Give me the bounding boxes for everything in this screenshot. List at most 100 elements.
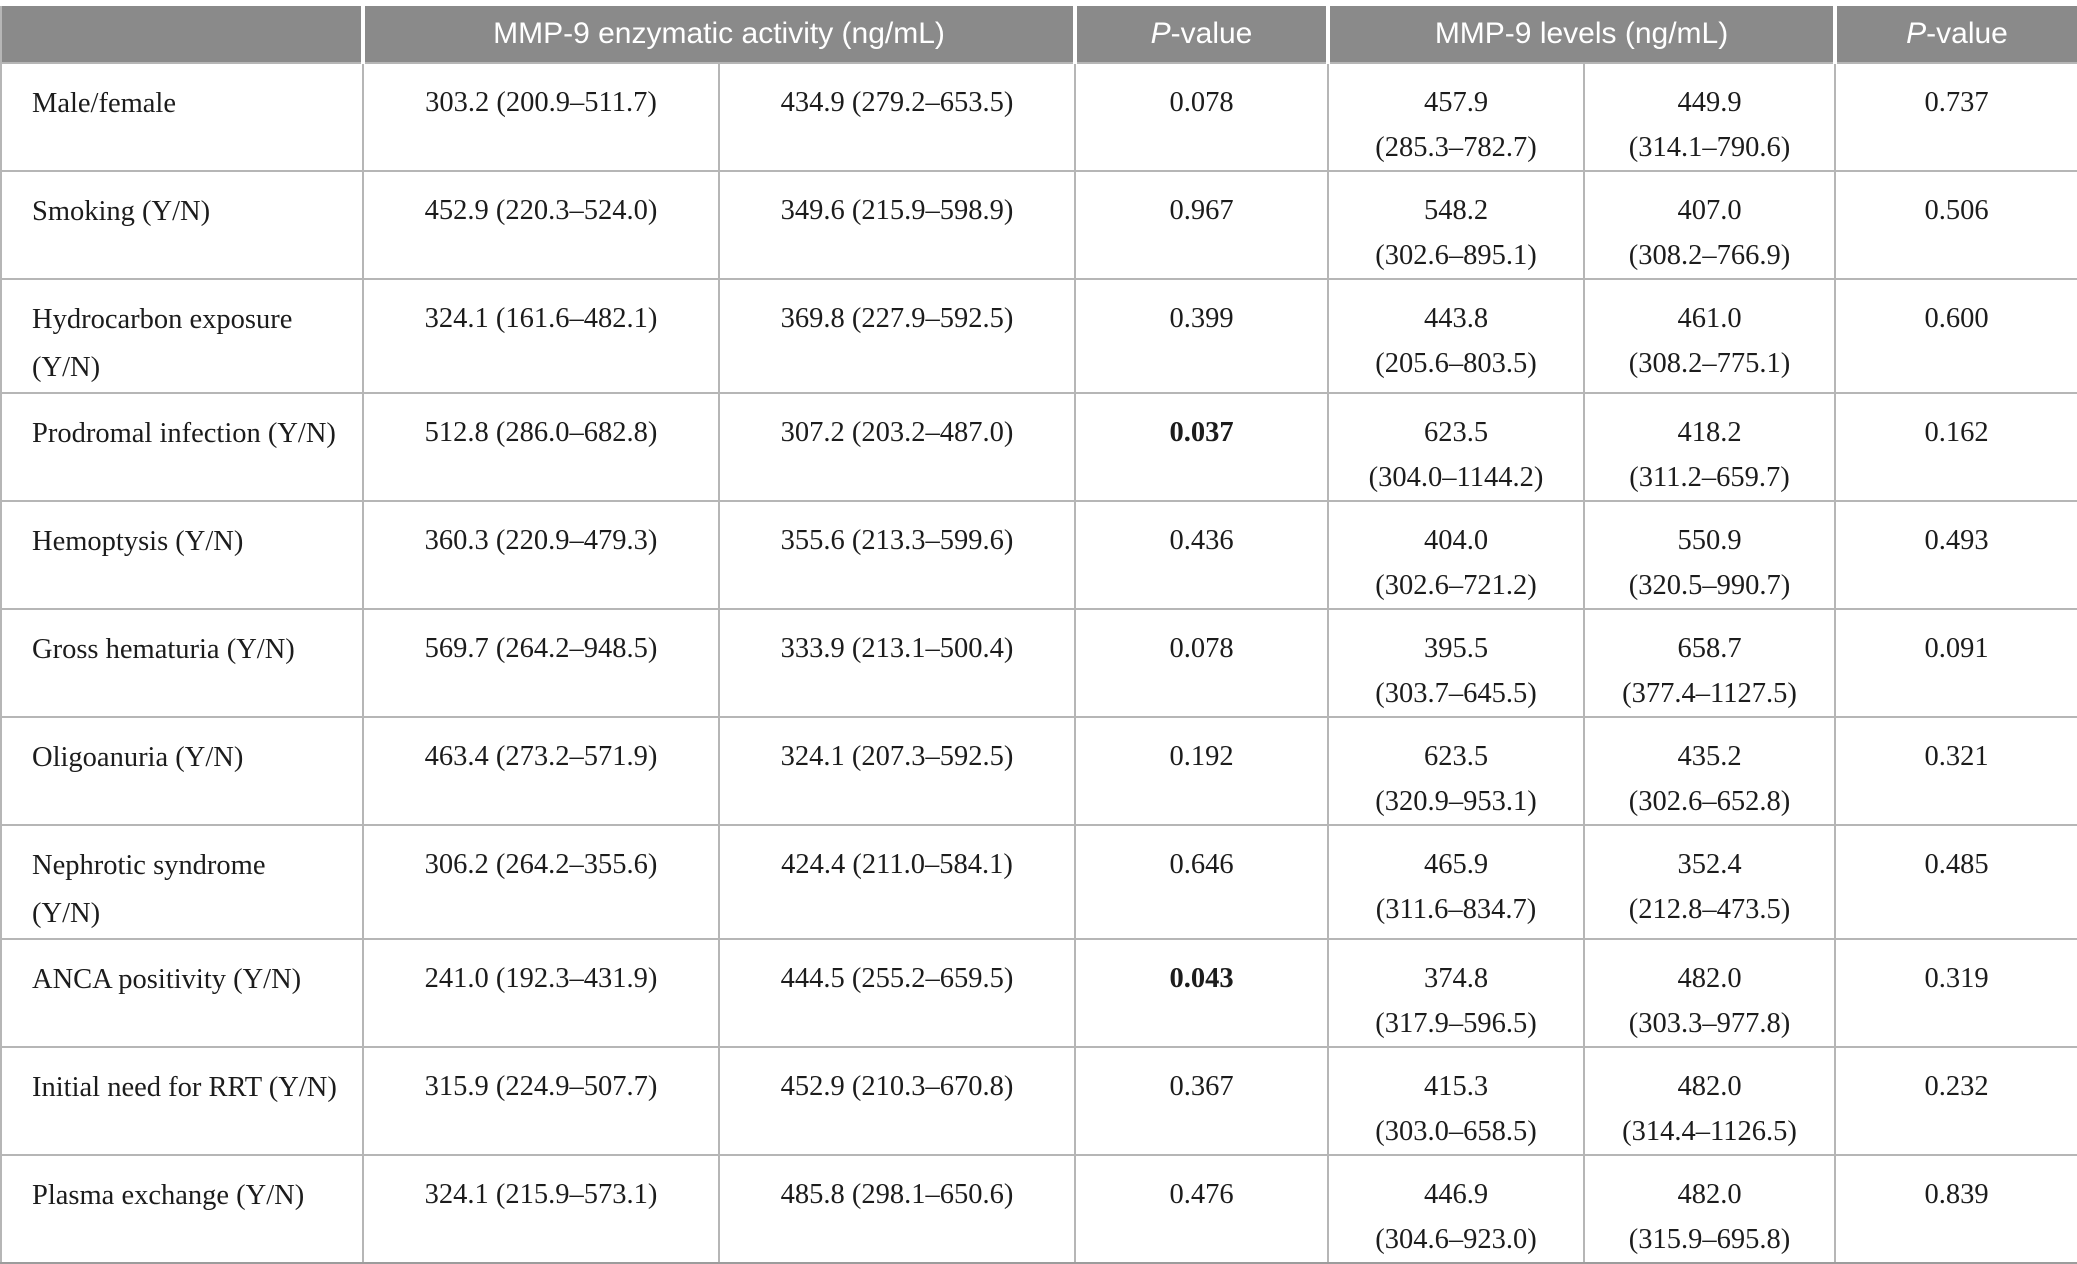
levels-value-a-cell: 404.0 (302.6–721.2) bbox=[1327, 500, 1586, 610]
row-label: Smoking (Y/N) bbox=[0, 170, 364, 280]
activity-value-a-cell: 452.9 (220.3–524.0) bbox=[362, 170, 720, 280]
levels-value-a-cell: 415.3 (303.0–658.5) bbox=[1327, 1046, 1586, 1156]
activity-value-b-cell: 333.9 (213.1–500.4) bbox=[717, 608, 1077, 718]
levels-value-b-cell: 435.2 (302.6–652.8) bbox=[1583, 716, 1837, 826]
p-value-levels-cell: 0.321 bbox=[1834, 716, 2077, 826]
levels-a-range: (304.0–1144.2) bbox=[1368, 462, 1544, 493]
row-label: Male/female bbox=[0, 62, 364, 172]
p-value-levels-cell: 0.232 bbox=[1834, 1046, 2077, 1156]
levels-b-range: (308.2–775.1) bbox=[1628, 348, 1791, 379]
activity-value-b-cell: 307.2 (203.2–487.0) bbox=[717, 392, 1077, 502]
activity-value-a-cell: 360.3 (220.9–479.3) bbox=[362, 500, 720, 610]
levels-b-range: (212.8–473.5) bbox=[1628, 894, 1791, 925]
levels-b-median: 658.7 bbox=[1677, 633, 1742, 664]
p-value-activity-cell: 0.967 bbox=[1074, 170, 1330, 280]
p-value-levels-cell: 0.091 bbox=[1834, 608, 2077, 718]
table-row: Nephrotic syndrome (Y/N) 306.2 (264.2–35… bbox=[0, 824, 2077, 940]
levels-value-a-cell: 446.9 (304.6–923.0) bbox=[1327, 1154, 1586, 1264]
header-row-label bbox=[1, 6, 363, 63]
p-rest: -value bbox=[1170, 17, 1253, 50]
row-label: Hydrocarbon exposure (Y/N) bbox=[0, 278, 364, 394]
table-row: Plasma exchange (Y/N) 324.1 (215.9–573.1… bbox=[0, 1154, 2077, 1264]
levels-b-median: 482.0 bbox=[1677, 1179, 1742, 1210]
levels-b-range: (308.2–766.9) bbox=[1628, 240, 1791, 271]
activity-value-a-cell: 324.1 (215.9–573.1) bbox=[362, 1154, 720, 1264]
levels-b-range: (314.4–1126.5) bbox=[1622, 1116, 1797, 1147]
activity-value-a-cell: 324.1 (161.6–482.1) bbox=[362, 278, 720, 394]
p-value-activity-cell: 0.436 bbox=[1074, 500, 1330, 610]
table-row: Prodromal infection (Y/N) 512.8 (286.0–6… bbox=[0, 392, 2077, 502]
levels-value-b-cell: 658.7 (377.4–1127.5) bbox=[1583, 608, 1837, 718]
levels-b-range: (303.3–977.8) bbox=[1628, 1008, 1791, 1039]
activity-value-b-cell: 324.1 (207.3–592.5) bbox=[717, 716, 1077, 826]
levels-b-range: (314.1–790.6) bbox=[1628, 132, 1791, 163]
levels-a-range: (303.0–658.5) bbox=[1375, 1116, 1537, 1147]
header-p-value-levels: P-value bbox=[1833, 6, 2077, 63]
levels-value-a-cell: 548.2 (302.6–895.1) bbox=[1327, 170, 1586, 280]
levels-b-median: 550.9 bbox=[1677, 525, 1742, 556]
row-label: Oligoanuria (Y/N) bbox=[0, 716, 364, 826]
activity-value-a-cell: 306.2 (264.2–355.6) bbox=[362, 824, 720, 940]
levels-value-a-cell: 623.5 (320.9–953.1) bbox=[1327, 716, 1586, 826]
table-body: Male/female 303.2 (200.9–511.7) 434.9 (2… bbox=[0, 62, 2077, 1264]
levels-a-median: 443.8 bbox=[1423, 303, 1489, 334]
levels-b-median: 449.9 bbox=[1677, 87, 1742, 118]
levels-value-b-cell: 482.0 (303.3–977.8) bbox=[1583, 938, 1837, 1048]
row-label: Prodromal infection (Y/N) bbox=[0, 392, 364, 502]
table-row: Male/female 303.2 (200.9–511.7) 434.9 (2… bbox=[0, 62, 2077, 172]
activity-value-a-cell: 303.2 (200.9–511.7) bbox=[362, 62, 720, 172]
p-value-activity-cell: 0.078 bbox=[1074, 608, 1330, 718]
p-value-levels-cell: 0.600 bbox=[1834, 278, 2077, 394]
header-mmp9-levels: MMP-9 levels (ng/mL) bbox=[1326, 6, 1836, 63]
activity-value-a-cell: 315.9 (224.9–507.7) bbox=[362, 1046, 720, 1156]
p-value-activity-cell: 0.646 bbox=[1074, 824, 1330, 940]
activity-value-b-cell: 355.6 (213.3–599.6) bbox=[717, 500, 1077, 610]
clinical-characteristics-table: MMP-9 enzymatic activity (ng/mL) P-value… bbox=[0, 6, 2077, 1264]
levels-value-a-cell: 395.5 (303.7–645.5) bbox=[1327, 608, 1586, 718]
p-value-levels-cell: 0.839 bbox=[1834, 1154, 2077, 1264]
activity-value-a-cell: 512.8 (286.0–682.8) bbox=[362, 392, 720, 502]
activity-value-b-cell: 424.4 (211.0–584.1) bbox=[717, 824, 1077, 940]
table-row: Oligoanuria (Y/N) 463.4 (273.2–571.9) 32… bbox=[0, 716, 2077, 826]
activity-value-a-cell: 241.0 (192.3–431.9) bbox=[362, 938, 720, 1048]
levels-value-b-cell: 352.4 (212.8–473.5) bbox=[1583, 824, 1837, 940]
activity-value-b-cell: 369.8 (227.9–592.5) bbox=[717, 278, 1077, 394]
activity-value-b-cell: 485.8 (298.1–650.6) bbox=[717, 1154, 1077, 1264]
levels-b-range: (320.5–990.7) bbox=[1628, 570, 1791, 601]
levels-b-median: 352.4 bbox=[1677, 849, 1742, 880]
levels-value-b-cell: 407.0 (308.2–766.9) bbox=[1583, 170, 1837, 280]
row-label: Gross hematuria (Y/N) bbox=[0, 608, 364, 718]
activity-value-b-cell: 349.6 (215.9–598.9) bbox=[717, 170, 1077, 280]
activity-value-a-cell: 463.4 (273.2–571.9) bbox=[362, 716, 720, 826]
p-value-activity-cell: 0.078 bbox=[1074, 62, 1330, 172]
levels-a-range: (311.6–834.7) bbox=[1375, 894, 1537, 925]
table-row: Hydrocarbon exposure (Y/N) 324.1 (161.6–… bbox=[0, 278, 2077, 394]
levels-a-median: 623.5 bbox=[1423, 741, 1489, 772]
p-value-activity-cell: 0.399 bbox=[1074, 278, 1330, 394]
levels-b-median: 482.0 bbox=[1677, 963, 1742, 994]
p-value-levels-cell: 0.737 bbox=[1834, 62, 2077, 172]
levels-value-b-cell: 482.0 (314.4–1126.5) bbox=[1583, 1046, 1837, 1156]
levels-a-range: (320.9–953.1) bbox=[1375, 786, 1537, 817]
levels-a-median: 395.5 bbox=[1423, 633, 1489, 664]
table-row: ANCA positivity (Y/N) 241.0 (192.3–431.9… bbox=[0, 938, 2077, 1048]
levels-a-median: 404.0 bbox=[1423, 525, 1489, 556]
levels-a-median: 465.9 bbox=[1423, 849, 1489, 880]
levels-value-b-cell: 418.2 (311.2–659.7) bbox=[1583, 392, 1837, 502]
levels-value-b-cell: 482.0 (315.9–695.8) bbox=[1583, 1154, 1837, 1264]
levels-value-b-cell: 550.9 (320.5–990.7) bbox=[1583, 500, 1837, 610]
levels-a-median: 415.3 bbox=[1423, 1071, 1489, 1102]
table-row: Gross hematuria (Y/N) 569.7 (264.2–948.5… bbox=[0, 608, 2077, 718]
levels-a-median: 457.9 bbox=[1423, 87, 1489, 118]
row-label: ANCA positivity (Y/N) bbox=[0, 938, 364, 1048]
levels-b-median: 435.2 bbox=[1677, 741, 1742, 772]
p-value-levels-cell: 0.493 bbox=[1834, 500, 2077, 610]
p-value-activity-cell: 0.192 bbox=[1074, 716, 1330, 826]
levels-value-a-cell: 465.9 (311.6–834.7) bbox=[1327, 824, 1586, 940]
row-label: Plasma exchange (Y/N) bbox=[0, 1154, 364, 1264]
p-value-activity-cell: 0.476 bbox=[1074, 1154, 1330, 1264]
levels-a-median: 623.5 bbox=[1423, 417, 1489, 448]
levels-value-b-cell: 461.0 (308.2–775.1) bbox=[1583, 278, 1837, 394]
levels-a-median: 446.9 bbox=[1423, 1179, 1489, 1210]
